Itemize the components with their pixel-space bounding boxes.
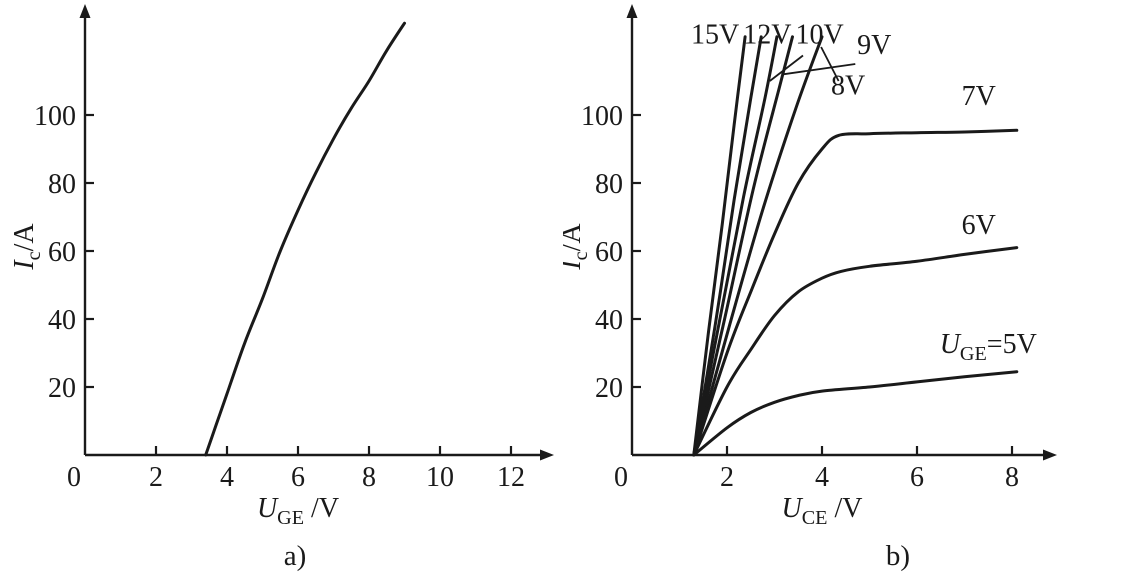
curve-label-3: 9V [857, 30, 891, 61]
y-tick-label-80: 80 [48, 169, 76, 200]
curve-label-1: 12V [743, 20, 791, 51]
series-curve-UGE-7V [692, 128, 1019, 457]
y-axis-arrowhead-icon [626, 4, 638, 18]
x-tick-label-2: 2 [720, 462, 734, 493]
x-axis-label: UGE /V [257, 493, 339, 529]
transfer-characteristic-chart: 0 2 4 6 8 10 12 20 40 60 80 100 UGE /V Ic/A [9, 4, 554, 529]
x-axis-arrowhead-icon [1043, 449, 1057, 461]
series-curve-UGE-12V [692, 35, 763, 457]
x-tick-label-0: 0 [67, 462, 81, 493]
series-curve-UGE-10V [692, 35, 779, 457]
y-axis-arrowhead-icon [79, 4, 91, 18]
series-curve-UGE-6V [692, 246, 1019, 457]
y-tick-label-80: 80 [595, 169, 623, 200]
x-tick-label-10: 10 [426, 462, 454, 493]
x-tick-label-8: 8 [362, 462, 376, 493]
series-curve-UGE-9V [692, 35, 794, 457]
x-tick-label-6: 6 [910, 462, 924, 493]
x-tick-label-4: 4 [815, 462, 829, 493]
annotation-leader-line-3 [783, 63, 856, 76]
curve-label-2: 10V [796, 20, 844, 51]
series-curve-UGE-15V [692, 35, 747, 457]
x-tick-label-4: 4 [220, 462, 234, 493]
x-tick-label-12: 12 [497, 462, 525, 493]
y-tick-label-60: 60 [595, 237, 623, 268]
x-tick-label-0: 0 [614, 462, 628, 493]
annotation-leader-line-2 [769, 54, 804, 82]
y-tick-label-40: 40 [48, 305, 76, 336]
x-tick-label-2: 2 [149, 462, 163, 493]
y-tick-label-40: 40 [595, 305, 623, 336]
curve-label-6: 6V [962, 210, 996, 241]
y-tick-label-20: 20 [595, 373, 623, 404]
y-tick-label-100: 100 [581, 101, 623, 132]
curve-label-4: 8V [831, 71, 865, 102]
x-tick-label-6: 6 [291, 462, 305, 493]
y-axis-label: Ic/A [563, 223, 592, 271]
y-tick-label-60: 60 [48, 237, 76, 268]
series-curve-UGE-8V [692, 35, 824, 457]
y-tick-label-100: 100 [34, 101, 76, 132]
curve-label-5: 7V [962, 81, 996, 112]
annotation-leader-line-4 [820, 46, 840, 82]
series-curve-UGE-5V [692, 370, 1019, 457]
caption-b: b) [885, 540, 911, 572]
x-axis-label: UCE /V [782, 493, 863, 529]
x-tick-label-8: 8 [1005, 462, 1019, 493]
y-axis-label: Ic/A [9, 223, 45, 271]
x-axis-arrowhead-icon [540, 449, 554, 461]
series-curve-transfer-curve-Ic-vs-UGE [204, 21, 406, 457]
y-tick-label-20: 20 [48, 373, 76, 404]
transfer-characteristic-figure: 0 2 4 6 8 10 12 20 40 60 80 100 UGE /V Ic/A [0, 0, 563, 535]
caption-a: a) [283, 540, 307, 572]
curve-label-7: UGE=5V [940, 329, 1037, 365]
curve-label-0: 15V [691, 20, 739, 51]
